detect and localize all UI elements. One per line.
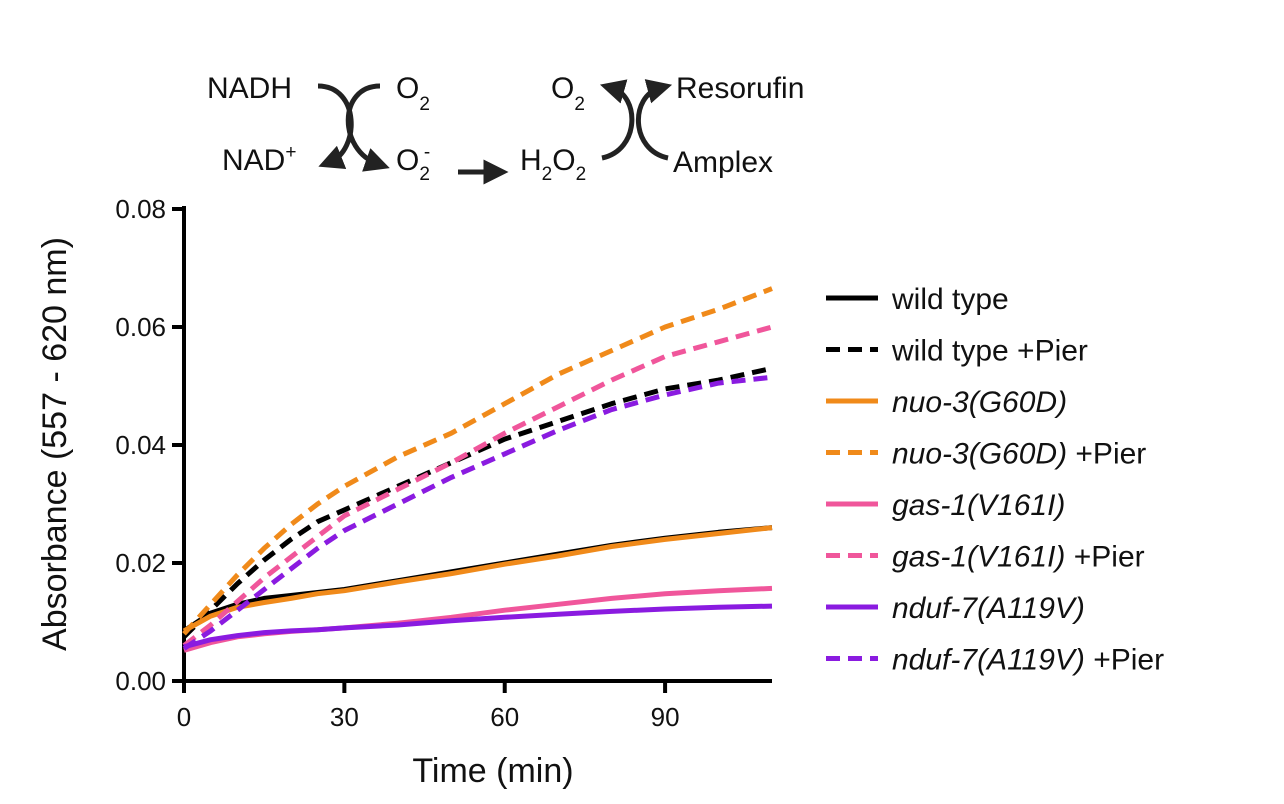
resorufin-label: Resorufin (676, 72, 804, 105)
y-axis-title: Absorbance (557 - 620 nm) (36, 237, 74, 651)
x-tick-label: 90 (651, 702, 680, 732)
y-tick-label: 0.06 (115, 312, 166, 342)
o2-to-superoxide-arrow (345, 83, 390, 172)
legend-label: nuo-3(G60D) (892, 386, 1067, 419)
x-tick-label: 60 (490, 702, 519, 732)
series-group (182, 286, 773, 653)
legend-label: nduf-7(A119V) +Pier (892, 644, 1164, 677)
y-tick-label: 0.02 (115, 548, 166, 578)
x-axis-title: Time (min) (412, 752, 573, 790)
legend-label: nuo-3(G60D) +Pier (892, 438, 1146, 471)
legend-label: gas-1(V161I) +Pier (892, 541, 1145, 574)
nadh-to-nad-arrow (317, 83, 354, 169)
series-line-3 (182, 286, 773, 636)
o2-right-label: O2 (551, 72, 585, 115)
nad-label: NAD+ (222, 142, 296, 177)
legend: wild type wild type +Pier nuo-3(G60D) nuo-3… (826, 283, 1164, 677)
series-line-5 (182, 324, 773, 648)
h2o2-label: H2O2 (520, 144, 586, 185)
nadh-label: NADH (207, 72, 292, 105)
x-tick-label: 0 (177, 702, 191, 732)
legend-label: wild type +Pier (891, 335, 1088, 368)
x-ticks: 0 30 60 90 (177, 681, 680, 732)
axes: 0.000.020.040.060.08 0 30 60 90 Time (min) … (36, 194, 772, 790)
x-tick-label: 30 (330, 702, 359, 732)
amplex-label: Amplex (673, 146, 773, 179)
series-line-6 (183, 603, 773, 650)
superoxide-label: O2- (396, 142, 430, 185)
legend-label: wild type (891, 283, 1009, 316)
reaction-scheme: NADH NAD+ O2 O2- H2O2 O2 Resorufin Ample… (207, 72, 804, 185)
legend-label: gas-1(V161I) (892, 489, 1065, 522)
y-ticks: 0.00 0.02 0.04 0.06 0.08 (115, 194, 184, 696)
y-tick-label: 0.00 (115, 666, 166, 696)
o2-top-label: O2 (396, 72, 430, 115)
legend-label: nduf-7(A119V) (892, 592, 1085, 625)
series-line-7 (182, 374, 773, 651)
y-tick-label: 0.04 (115, 430, 166, 460)
h2o2-to-o2-arrow (599, 79, 635, 161)
amplex-to-resorufin-arrow (636, 79, 673, 161)
series-line-1 (182, 365, 773, 639)
y-tick-label: 0.08 (115, 194, 166, 224)
